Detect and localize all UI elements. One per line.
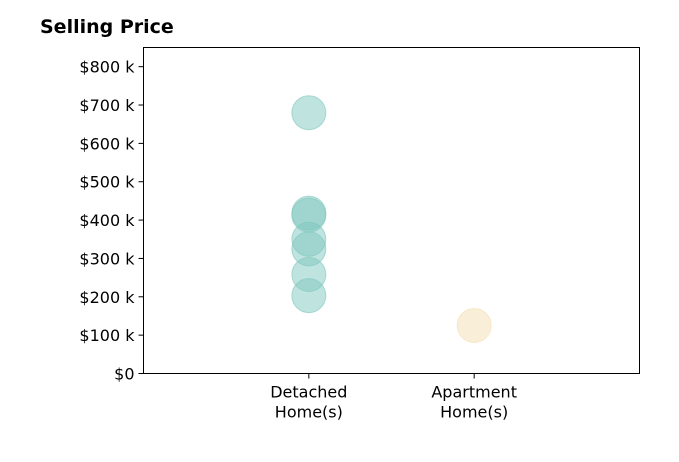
y-tick-label: $300 k [79, 249, 135, 268]
y-tick-label: $700 k [79, 96, 135, 115]
x-tick-label: Detached Home(s) [270, 383, 347, 422]
plot-frame [143, 47, 640, 374]
data-point [291, 278, 327, 314]
y-axis: $0 $100 k $200 k $300 k $400 k $500 k $600 k $7… [79, 58, 144, 384]
y-tick-label: $500 k [79, 173, 135, 192]
y-tick-label: $100 k [79, 326, 135, 345]
y-tick-label: $600 k [79, 134, 135, 153]
points-layer [291, 95, 492, 344]
x-axis: Detached Home(s) Apartment Home(s) [270, 373, 517, 422]
y-tick-label: $200 k [79, 288, 135, 307]
data-point [456, 308, 492, 344]
data-point [291, 95, 327, 131]
x-tick-label: Apartment Home(s) [431, 383, 517, 422]
y-tick-label: $0 [114, 365, 134, 384]
y-tick-label: $800 k [79, 58, 135, 77]
y-tick-label: $400 k [79, 211, 135, 230]
chart-title: Selling Price [40, 16, 174, 38]
